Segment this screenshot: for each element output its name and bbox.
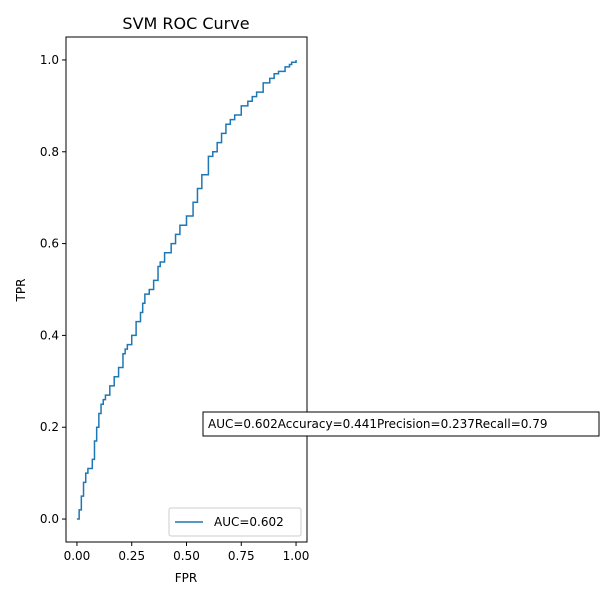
- axes-frame: [65, 36, 308, 543]
- x-tick-label: 0.50: [173, 549, 200, 563]
- y-tick-label: 0.6: [40, 237, 59, 251]
- y-tick-label: 1.0: [40, 53, 59, 67]
- x-axis-ticks: 0.00 0.25 0.50 0.75 1.00: [64, 542, 310, 563]
- x-tick-label: 0.00: [64, 549, 91, 563]
- x-tick-label: 0.75: [228, 549, 255, 563]
- x-tick-label: 1.00: [283, 549, 310, 563]
- annotation-text: AUC=0.602Accuracy=0.441Precision=0.237Re…: [208, 417, 548, 431]
- x-axis-label: FPR: [175, 571, 197, 585]
- y-tick-label: 0.2: [40, 420, 59, 434]
- series-group: [76, 59, 297, 520]
- y-tick-label: 0.4: [40, 328, 59, 342]
- chart-title: SVM ROC Curve: [122, 14, 249, 33]
- series-line: [76, 59, 297, 520]
- y-axis-ticks: 0.0 0.2 0.4 0.6 0.8 1.0: [40, 53, 66, 526]
- plot-area: 0.00 0.25 0.50 0.75 1.00 0.0 0.2 0.4 0.6 0.8 1.0: [40, 36, 310, 563]
- annotation-box: [202, 411, 600, 437]
- legend: AUC=0.602: [168, 507, 302, 537]
- metrics-annotation: AUC=0.602Accuracy=0.441Precision=0.237Re…: [202, 411, 600, 437]
- y-tick-label: 0.8: [40, 145, 59, 159]
- y-axis-label: TPR: [14, 279, 28, 303]
- legend-box: [168, 507, 302, 537]
- y-tick-label: 0.0: [40, 512, 59, 526]
- x-tick-label: 0.25: [118, 549, 145, 563]
- legend-label: AUC=0.602: [214, 515, 284, 529]
